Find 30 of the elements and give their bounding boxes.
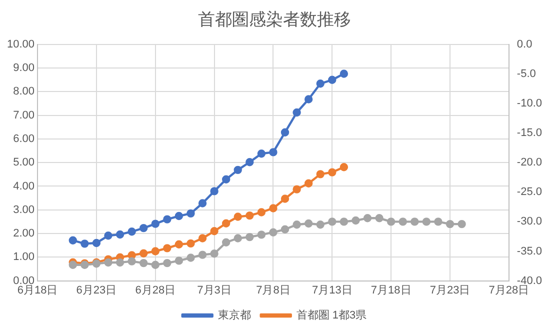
x-tick-label: 7月13日 xyxy=(312,284,352,296)
y2-tick-label: 0.0 xyxy=(516,38,532,50)
y-tick-label: 4.00 xyxy=(13,180,35,192)
x-tick-label: 7月8日 xyxy=(256,284,290,296)
x-tick-label: 6月18日 xyxy=(17,284,58,296)
x-tick-label: 7月23日 xyxy=(430,284,470,296)
y-tick-label: 7.00 xyxy=(13,109,35,122)
y-tick-label: 1.00 xyxy=(13,251,35,264)
legend-label: 東京都 xyxy=(218,308,251,322)
y-tick-label: 5.00 xyxy=(13,156,35,169)
x-tick-label: 7月28日 xyxy=(488,284,530,296)
y2-tick-label: -20.0 xyxy=(516,156,542,169)
x-tick-label: 6月28日 xyxy=(135,284,176,296)
y-tick-label: 10.00 xyxy=(6,38,35,50)
x-tick-label: 6月23日 xyxy=(76,284,117,296)
y2-tick-label: -10.0 xyxy=(516,98,542,110)
legend-label: 首都圏 1都3県 xyxy=(296,308,367,322)
x-tick-label: 7月3日 xyxy=(197,284,232,296)
y2-tick-label: -15.0 xyxy=(516,127,542,140)
y2-tick-label: -5.0 xyxy=(516,68,536,80)
y-tick-label: 3.00 xyxy=(13,204,35,216)
y-tick-label: 6.00 xyxy=(13,132,35,145)
y2-tick-label: -25.0 xyxy=(516,186,542,198)
y-tick-label: 8.00 xyxy=(13,86,35,98)
y-tick-label: 2.00 xyxy=(13,228,35,240)
y2-tick-label: -35.0 xyxy=(516,245,542,258)
y2-tick-label: -30.0 xyxy=(516,216,542,228)
chart-title: 首都圏感染者数推移 xyxy=(198,10,351,29)
x-tick-label: 7月18日 xyxy=(370,284,412,296)
y-tick-label: 9.00 xyxy=(13,62,35,74)
